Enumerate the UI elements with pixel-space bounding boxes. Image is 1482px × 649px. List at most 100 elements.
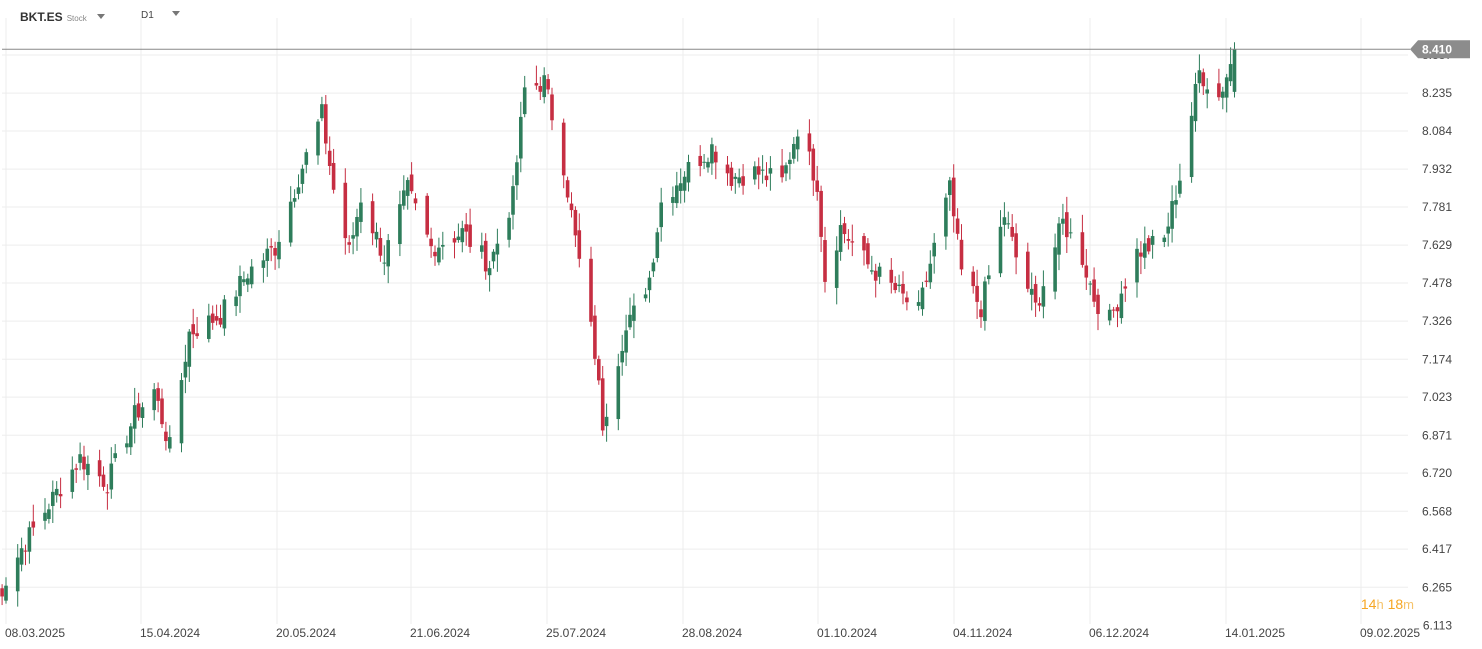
candle <box>132 387 137 444</box>
candle <box>179 372 184 453</box>
candle <box>866 238 870 269</box>
candle <box>1224 73 1229 113</box>
x-tick-label: 14.01.2025 <box>1225 626 1285 640</box>
candle <box>737 168 741 188</box>
countdown-hours: 14 <box>1360 596 1377 612</box>
candle <box>823 226 827 293</box>
candle <box>1170 185 1174 243</box>
timeframe-label: D1 <box>141 10 154 21</box>
y-tick-label: 6.113 <box>1423 618 1452 632</box>
candle <box>452 231 457 259</box>
candle <box>932 233 936 274</box>
candle <box>842 216 847 244</box>
candle <box>507 212 511 248</box>
candle <box>1174 185 1178 219</box>
symbol-selector[interactable]: BKT.ES Stock <box>20 10 105 24</box>
candle <box>889 258 894 294</box>
candle <box>265 238 270 277</box>
x-tick-label: 09.02.2025 <box>1360 626 1420 640</box>
candle <box>807 119 812 166</box>
candle <box>959 224 964 276</box>
candle <box>386 233 390 284</box>
candle <box>464 212 468 246</box>
candle <box>647 270 652 303</box>
candle <box>140 402 145 428</box>
candle <box>780 148 784 183</box>
candle <box>207 303 211 343</box>
candle <box>1115 304 1120 328</box>
candle <box>1150 229 1155 259</box>
candle <box>632 293 636 339</box>
candle <box>920 281 925 316</box>
candle <box>425 193 429 238</box>
candle <box>304 148 309 174</box>
candle <box>862 233 866 266</box>
candle <box>998 210 1003 278</box>
candle <box>495 228 500 272</box>
candle <box>702 154 706 169</box>
candle <box>460 220 465 253</box>
candle <box>374 222 379 248</box>
candle <box>655 227 660 263</box>
candle <box>951 164 956 233</box>
candle <box>811 144 816 196</box>
candle <box>522 75 527 118</box>
candle <box>1002 202 1007 237</box>
y-tick-label: 8.084 <box>1422 124 1452 138</box>
candle <box>893 276 897 294</box>
candle <box>43 498 47 530</box>
timeframe-selector[interactable]: D1 <box>141 10 180 21</box>
candle <box>210 305 215 330</box>
candle <box>659 187 663 242</box>
candle <box>1143 226 1147 269</box>
candle <box>288 186 293 247</box>
candle <box>487 260 492 292</box>
candle <box>78 442 82 471</box>
y-tick-label: 6.568 <box>1422 504 1452 518</box>
candle <box>27 521 32 564</box>
chart-toolbar: BKT.ES Stock D1 <box>0 0 1400 36</box>
y-tick-label: 7.174 <box>1422 352 1452 366</box>
candle <box>136 392 141 421</box>
candle <box>682 171 687 203</box>
candle <box>456 223 461 243</box>
candle <box>1232 42 1237 98</box>
countdown-h-unit: h <box>1376 597 1384 612</box>
candle <box>70 456 75 499</box>
candle <box>19 537 24 572</box>
candle <box>191 308 195 349</box>
candle <box>347 235 351 254</box>
candle <box>164 421 168 451</box>
candle <box>519 101 523 173</box>
candle <box>47 503 51 524</box>
candle <box>538 76 543 101</box>
candle <box>698 145 702 177</box>
candle <box>74 463 78 483</box>
candle <box>768 156 773 191</box>
candle <box>573 206 578 247</box>
candle <box>1068 218 1073 239</box>
candle <box>409 162 414 194</box>
candle <box>125 435 129 454</box>
candle <box>355 208 359 251</box>
candle <box>924 271 929 288</box>
candle <box>686 154 691 192</box>
candle <box>975 269 979 319</box>
countdown-minutes: 18 <box>1387 596 1404 612</box>
candle <box>398 190 402 257</box>
candle <box>569 192 574 218</box>
candle <box>1123 278 1128 302</box>
candle <box>152 383 156 421</box>
candle <box>1041 270 1046 319</box>
candle <box>760 155 765 184</box>
candle <box>378 227 383 262</box>
candle <box>101 466 106 491</box>
candle <box>714 145 718 180</box>
x-tick-label: 28.08.2024 <box>682 626 742 640</box>
candle <box>753 161 757 185</box>
candle <box>246 273 250 293</box>
candle <box>316 119 320 165</box>
y-tick-label: 7.478 <box>1422 276 1452 290</box>
candle <box>1217 68 1221 101</box>
